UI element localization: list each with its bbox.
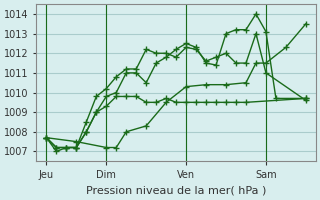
X-axis label: Pression niveau de la mer( hPa ): Pression niveau de la mer( hPa )	[86, 186, 266, 196]
